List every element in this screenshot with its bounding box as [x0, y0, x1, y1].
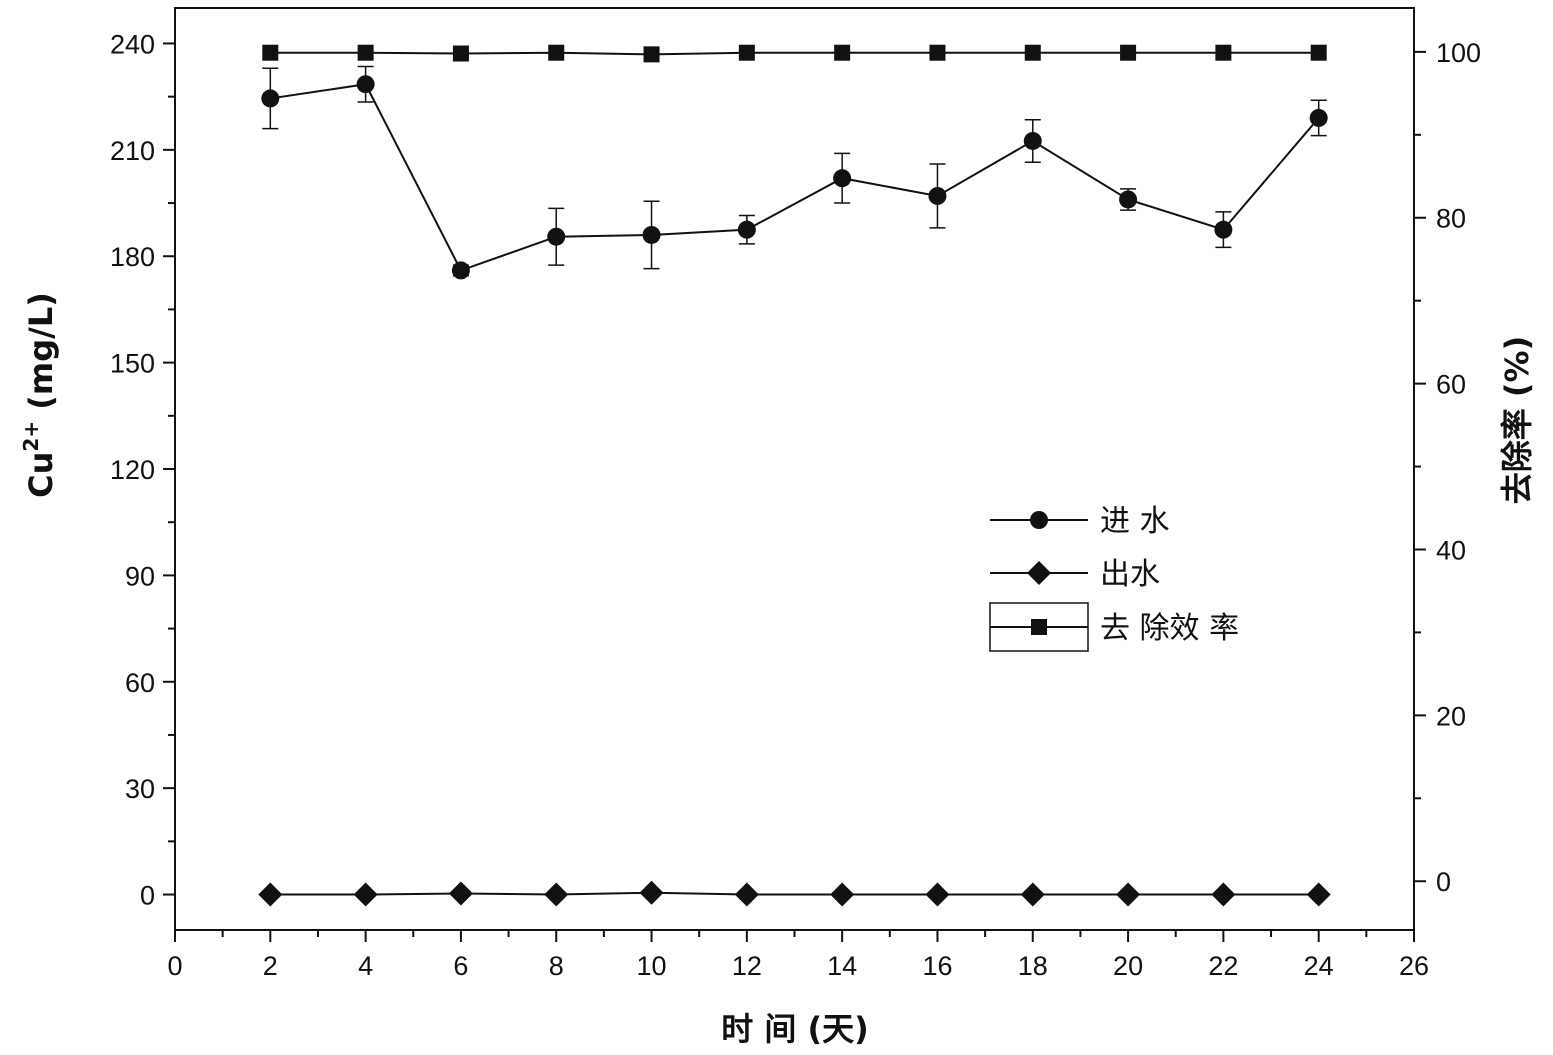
data-point-circle [1309, 108, 1328, 127]
data-point-diamond [1211, 882, 1236, 907]
y-tick-label: 90 [125, 561, 155, 591]
data-point-diamond [734, 882, 759, 907]
legend-marker-outflow [1027, 561, 1051, 585]
data-point-circle [737, 220, 756, 239]
y2-tick-label: 100 [1436, 38, 1481, 68]
x-tick-label: 2 [263, 951, 278, 981]
data-point-diamond [353, 882, 378, 907]
data-point-circle [1023, 131, 1042, 150]
data-point-circle [261, 89, 280, 108]
y2-axis-title: 去除率 (%) [1498, 336, 1536, 504]
y-axis-title-base: Cu [22, 452, 60, 498]
legend-label-efficiency: 去 除效 率 [1100, 611, 1239, 646]
y-tick-label: 210 [110, 136, 155, 166]
data-point-square [1310, 44, 1327, 61]
x-tick-label: 26 [1399, 951, 1429, 981]
y-tick-label: 60 [125, 668, 155, 698]
data-point-square [262, 44, 279, 61]
data-point-circle [1214, 220, 1233, 239]
y-axis-title-unit: (mg/L) [22, 292, 60, 421]
x-tick-label: 20 [1113, 951, 1143, 981]
data-point-square [929, 44, 946, 61]
data-point-square [643, 46, 660, 63]
series-line-1 [270, 891, 1319, 896]
data-point-diamond [258, 882, 283, 907]
series-line-2 [270, 51, 1319, 56]
y-tick-label: 0 [140, 881, 155, 911]
data-point-circle [1119, 190, 1138, 209]
y-tick-label: 30 [125, 774, 155, 804]
data-point-circle [642, 225, 661, 244]
x-tick-label: 18 [1018, 951, 1048, 981]
x-tick-label: 6 [453, 951, 468, 981]
y2-tick-label: 60 [1436, 370, 1466, 400]
data-point-square [1024, 44, 1041, 61]
data-point-circle [547, 227, 566, 246]
data-point-square [452, 45, 469, 62]
plot-layer [258, 44, 1331, 907]
y-tick-label: 120 [110, 455, 155, 485]
y-tick-label: 150 [110, 349, 155, 379]
series-line-0 [270, 83, 1320, 272]
data-point-diamond [639, 880, 664, 905]
x-axis-title: 时 间 (天) [721, 1010, 869, 1048]
data-point-square [548, 44, 565, 61]
plot-frame [174, 7, 1415, 931]
legend: 进 水 出水 去 除效 率 [989, 504, 1239, 652]
ticks-layer: 0 2 4 6 8 10 12 14 16 18 20 22 24 2603060901201501802… [110, 29, 1481, 981]
legend-label-outflow: 出水 [1100, 557, 1160, 592]
x-tick-label: 8 [549, 951, 564, 981]
data-point-diamond [1116, 882, 1141, 907]
y-tick-label: 240 [110, 29, 155, 59]
data-point-diamond [925, 882, 950, 907]
legend-label-inflow: 进 水 [1100, 504, 1170, 539]
data-point-circle [451, 261, 470, 280]
y2-tick-label: 40 [1436, 535, 1466, 565]
data-point-diamond [1020, 882, 1045, 907]
data-point-diamond [544, 882, 569, 907]
legend-marker-efficiency [1031, 619, 1047, 635]
y-tick-label: 180 [110, 242, 155, 272]
x-tick-label: 24 [1304, 951, 1334, 981]
data-point-diamond [830, 882, 855, 907]
x-tick-label: 14 [827, 951, 857, 981]
y-axis-title-sup: 2+ [19, 421, 43, 452]
x-tick-label: 10 [637, 951, 667, 981]
data-point-square [357, 44, 374, 61]
x-tick-label: 22 [1208, 951, 1238, 981]
y-axis-title: Cu2+ (mg/L) [19, 292, 60, 498]
axes-layer [174, 7, 1415, 931]
x-tick-label: 12 [732, 951, 762, 981]
y2-tick-label: 20 [1436, 701, 1466, 731]
data-point-square [834, 44, 851, 61]
data-point-square [1120, 44, 1137, 61]
data-point-square [1215, 44, 1232, 61]
x-tick-label: 16 [922, 951, 952, 981]
y2-tick-label: 80 [1436, 204, 1466, 234]
legend-marker-inflow [1030, 511, 1048, 529]
x-tick-label: 4 [358, 951, 373, 981]
data-point-diamond [448, 881, 473, 906]
data-point-diamond [1306, 882, 1331, 907]
data-point-circle [928, 186, 947, 205]
data-point-circle [356, 75, 375, 94]
data-point-circle [833, 169, 852, 188]
data-point-square [738, 44, 755, 61]
y2-tick-label: 0 [1436, 867, 1451, 897]
x-tick-label: 0 [167, 951, 182, 981]
